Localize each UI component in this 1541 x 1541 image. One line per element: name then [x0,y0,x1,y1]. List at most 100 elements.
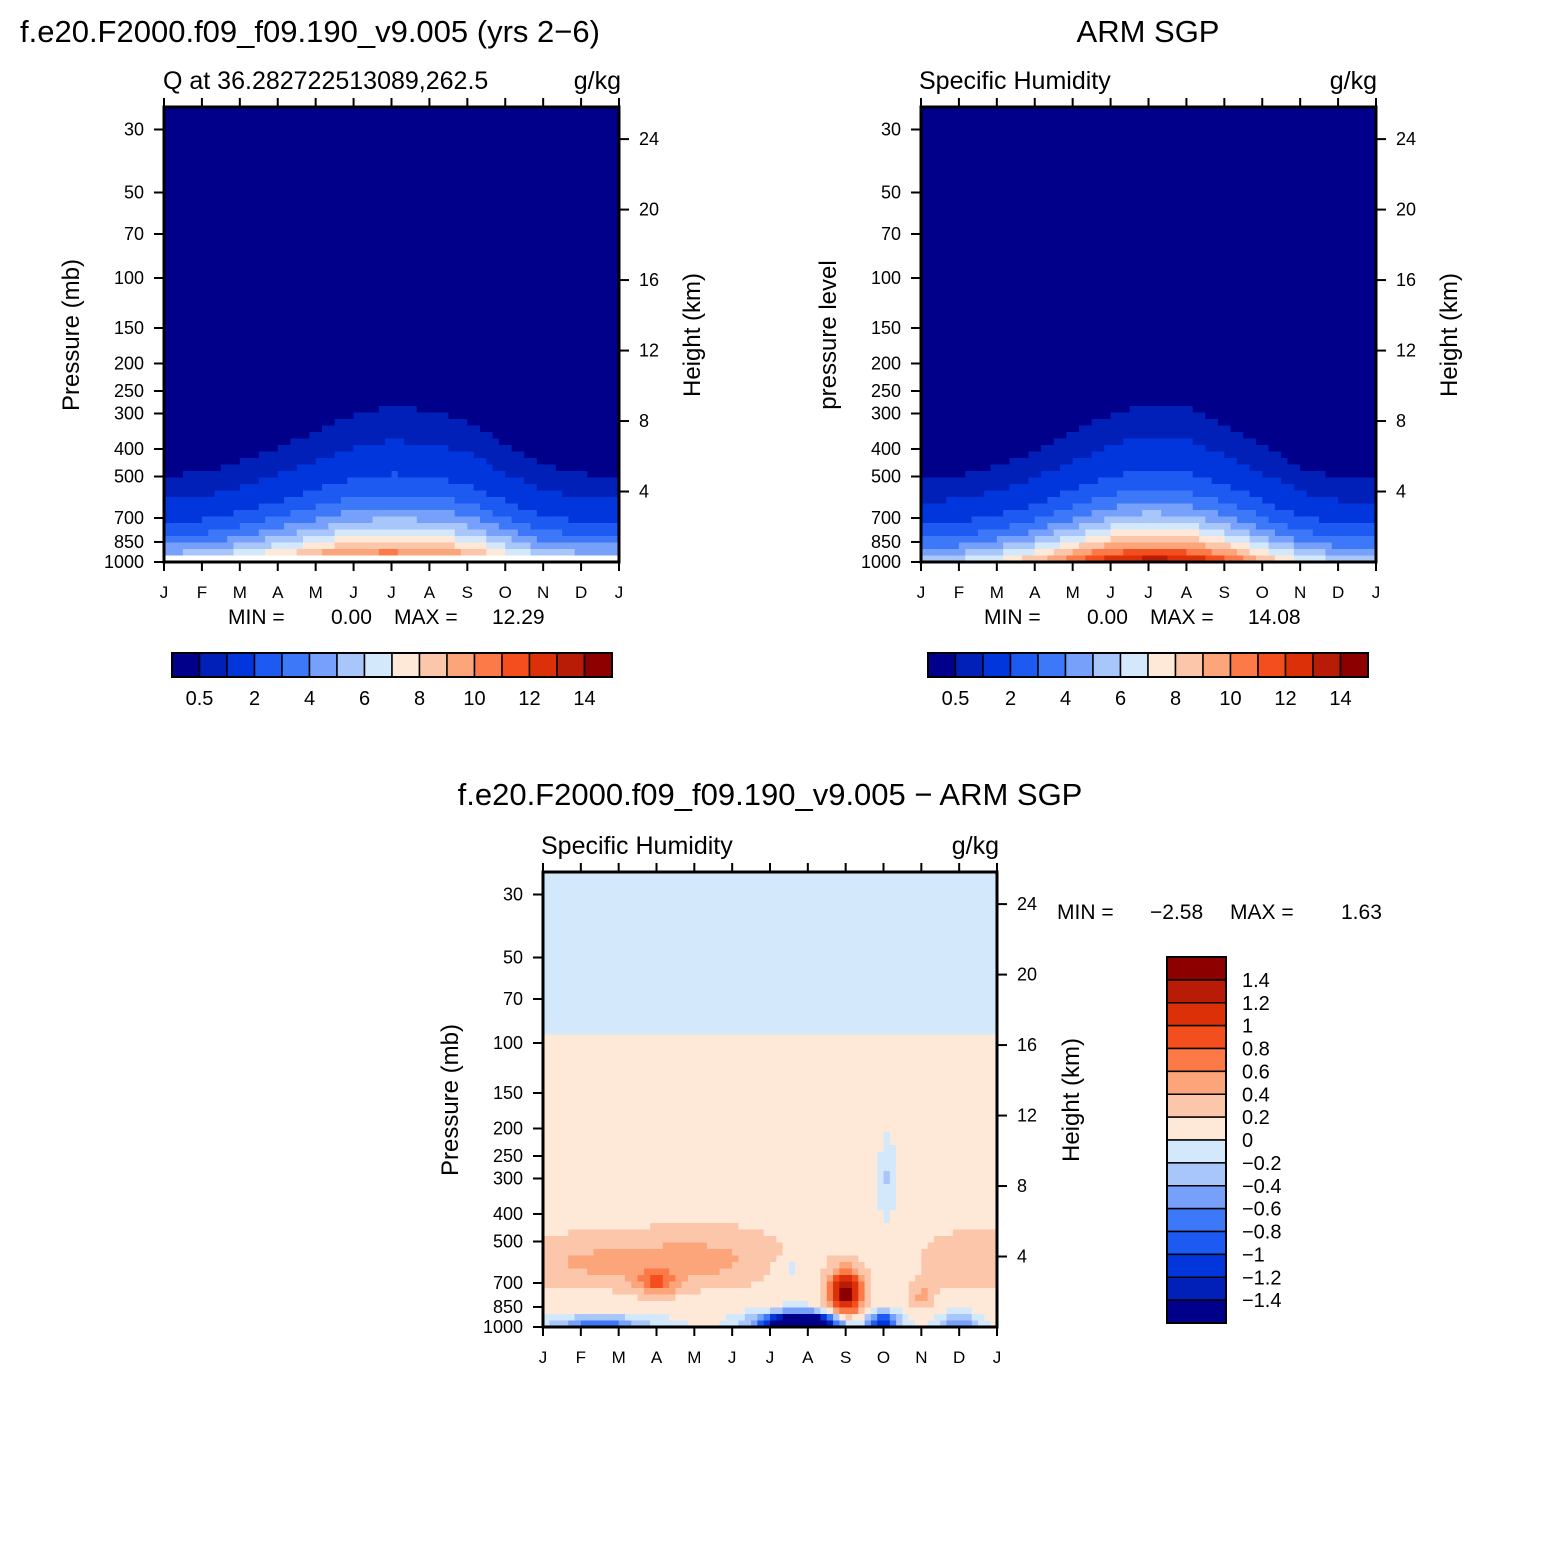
model-cell [347,107,355,115]
model-cell [227,289,235,297]
model-cell [214,237,222,245]
model-cell [347,204,355,212]
model-cell [195,484,203,492]
model-cell [290,237,298,245]
model-cell [366,386,374,394]
model-cell [479,289,487,297]
model-cell [290,529,298,537]
model-cell [315,185,323,193]
model-cell [593,139,601,147]
model-cell [410,159,418,167]
model-cell [214,347,222,355]
model-cell [461,165,468,173]
model-cell [600,399,607,407]
model-cell [492,204,500,212]
model-cell [309,347,317,355]
model-cell [176,516,184,524]
model-cell [321,425,329,433]
model-cell [530,276,538,284]
model-cell [334,510,342,518]
model-cell [492,341,500,349]
model-cell [600,373,607,381]
model-cell [252,458,260,466]
model-cell [410,211,418,219]
model-cell [530,178,538,186]
model-cell [359,185,367,193]
model-cell [284,367,291,375]
model-cell [340,191,348,199]
model-cell [543,399,551,407]
model-cell [170,321,178,329]
model-cell [277,185,285,193]
model-cell [214,451,222,459]
model-cell [303,373,310,381]
model-cell [309,256,317,264]
model-cell [505,178,513,186]
model-cell [334,133,342,141]
model-cell [530,152,538,160]
model-cell [486,263,494,271]
model-cell [612,165,620,173]
model-cell [498,295,506,303]
model-cell [201,217,209,225]
model-cell [233,360,241,368]
model-cell [530,172,538,180]
model-cell [492,146,500,154]
model-cell [303,529,310,537]
model-cell [587,224,595,232]
model-cell [366,250,374,258]
model-cell [328,276,336,284]
model-cell [296,321,304,329]
model-cell [581,458,588,466]
model-cell [164,295,171,303]
model-cell [208,503,216,511]
model-cell [473,516,481,524]
model-panel-units: g/kg [574,67,621,95]
model-cell [606,230,614,238]
model-cell [581,347,588,355]
model-cell [189,438,197,446]
model-cell [359,386,367,394]
model-cell [511,386,519,394]
model-cell [581,354,588,362]
model-cell [448,107,456,115]
model-cell [454,191,462,199]
model-cell [600,386,607,394]
model-cell [233,315,241,323]
model-cell [486,146,494,154]
model-cell [467,289,475,297]
model-cell [214,328,222,336]
model-cell [239,315,247,323]
model-cell [543,315,551,323]
model-cell [372,471,380,479]
model-cell [195,497,203,505]
model-cell [277,230,285,238]
model-cell [467,113,475,121]
model-cell [397,425,405,433]
model-cell [492,412,500,420]
model-cell [265,419,273,427]
model-cell [549,107,557,115]
model-cell [220,360,228,368]
model-cell [164,152,171,160]
model-cell [252,347,260,355]
model-cell [208,471,216,479]
model-cell [303,263,310,271]
model-cell [442,386,449,394]
model-cell [214,107,222,115]
model-cell [170,250,178,258]
model-cell [239,458,247,466]
model-cell [404,458,412,466]
model-cell [164,425,171,433]
model-cell [543,406,551,414]
model-cell [581,159,588,167]
model-cell [182,367,190,375]
model-cell [391,471,399,479]
model-cell [321,276,329,284]
model-cell [201,386,209,394]
model-cell [448,432,456,440]
model-cell [448,159,456,167]
model-cell [296,159,304,167]
model-cell [467,276,475,284]
model-cell [416,185,424,193]
